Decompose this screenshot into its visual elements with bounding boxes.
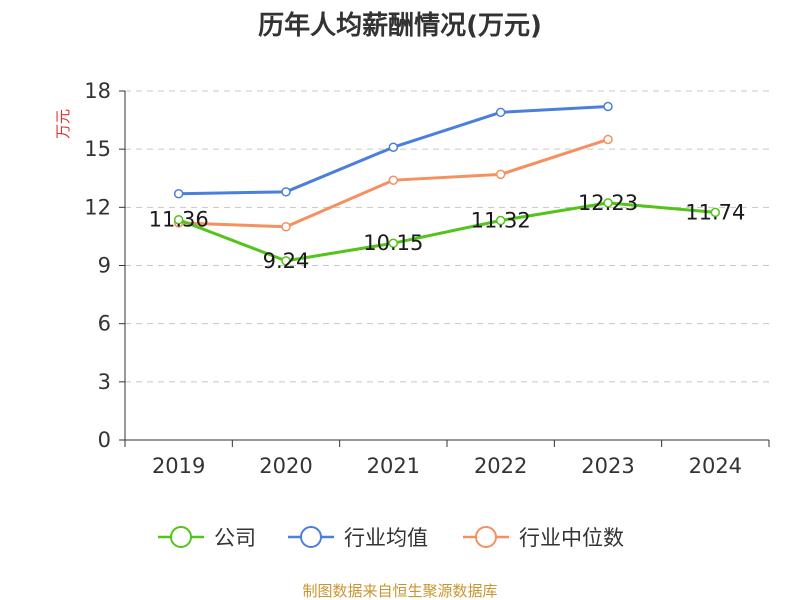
series-1 bbox=[173, 101, 613, 199]
data-label: 11.32 bbox=[471, 209, 531, 233]
data-point[interactable] bbox=[495, 169, 506, 180]
y-tick-label: 0 bbox=[98, 428, 111, 452]
y-tick-label: 18 bbox=[84, 79, 111, 103]
data-label: 9.24 bbox=[263, 249, 310, 273]
y-tick-label: 15 bbox=[84, 137, 111, 161]
data-point[interactable] bbox=[603, 198, 613, 208]
data-point[interactable] bbox=[603, 134, 613, 145]
data-point[interactable] bbox=[603, 101, 613, 112]
legend-marker bbox=[300, 526, 322, 548]
data-label: 11.36 bbox=[149, 208, 209, 232]
x-tick-label: 2024 bbox=[689, 454, 742, 478]
series-line bbox=[178, 201, 716, 263]
data-point[interactable] bbox=[388, 142, 399, 152]
data-label: 11.74 bbox=[685, 200, 745, 224]
legend-item[interactable]: 行业均值 bbox=[288, 526, 428, 550]
legend[interactable]: 公司 行业均值 行业中位数 bbox=[158, 526, 624, 550]
y-axis-label: 万元 bbox=[54, 109, 72, 139]
data-point[interactable] bbox=[173, 214, 184, 225]
series-0 bbox=[173, 198, 721, 266]
legend-label: 行业中位数 bbox=[519, 526, 624, 550]
legend-label: 公司 bbox=[214, 526, 256, 550]
data-point[interactable] bbox=[710, 207, 721, 218]
data-point[interactable] bbox=[388, 175, 399, 185]
data-label: 10.15 bbox=[363, 231, 423, 255]
data-labels: 11.36 9.24 10.15 11.32 12.23 11.74 bbox=[149, 191, 746, 273]
x-tick-label: 2019 bbox=[152, 454, 205, 478]
data-point[interactable] bbox=[495, 215, 506, 226]
y-tick-label: 12 bbox=[84, 195, 111, 219]
legend-marker bbox=[475, 526, 497, 548]
x-tick-label: 2023 bbox=[581, 454, 634, 478]
axes bbox=[124, 91, 770, 447]
y-tick-label: 9 bbox=[98, 254, 111, 278]
series-2 bbox=[173, 134, 613, 232]
y-tick-labels: 0 3 6 9 12 15 18 bbox=[84, 79, 111, 452]
data-point[interactable] bbox=[281, 256, 291, 266]
data-point[interactable] bbox=[495, 107, 506, 118]
x-tick-label: 2022 bbox=[474, 454, 527, 478]
chart-title: 历年人均薪酬情况(万元) bbox=[258, 10, 542, 41]
data-label: 12.23 bbox=[578, 191, 638, 215]
legend-marker bbox=[170, 526, 192, 548]
legend-label: 行业均值 bbox=[344, 526, 428, 550]
data-point[interactable] bbox=[388, 238, 399, 248]
data-point[interactable] bbox=[173, 189, 184, 199]
data-point[interactable] bbox=[281, 221, 291, 232]
x-tick-label: 2020 bbox=[259, 454, 312, 478]
data-point[interactable] bbox=[281, 187, 291, 197]
source-note: 制图数据来自恒生聚源数据库 bbox=[302, 582, 497, 600]
gridlines bbox=[119, 90, 769, 441]
legend-item[interactable]: 公司 bbox=[158, 526, 256, 550]
x-tick-label: 2021 bbox=[367, 454, 420, 478]
y-tick-label: 3 bbox=[98, 370, 111, 394]
legend-item[interactable]: 行业中位数 bbox=[463, 526, 624, 550]
series-lines bbox=[173, 101, 721, 266]
y-tick-label: 6 bbox=[98, 312, 111, 336]
x-tick-labels: 2019 2020 2021 2022 2023 2024 bbox=[152, 454, 742, 478]
